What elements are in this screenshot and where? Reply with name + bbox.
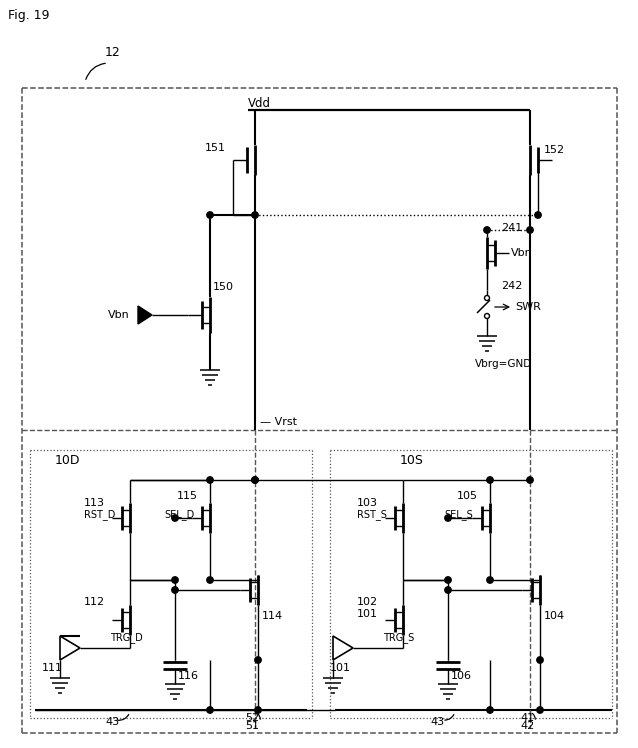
Circle shape	[252, 476, 258, 483]
Circle shape	[252, 476, 258, 483]
Text: 150: 150	[213, 282, 234, 292]
Circle shape	[255, 707, 261, 713]
Text: 41: 41	[520, 713, 534, 723]
Circle shape	[484, 227, 490, 233]
Text: RST_S: RST_S	[357, 509, 387, 521]
Text: 241: 241	[501, 223, 523, 233]
Circle shape	[527, 476, 533, 483]
Text: 42: 42	[520, 721, 534, 731]
Text: 115: 115	[177, 491, 198, 501]
Text: TRG_D: TRG_D	[110, 633, 143, 643]
Text: Fig. 19: Fig. 19	[8, 8, 50, 22]
Text: 116: 116	[178, 671, 199, 681]
Circle shape	[537, 707, 543, 713]
Text: 43: 43	[430, 717, 444, 727]
Circle shape	[172, 586, 178, 593]
Circle shape	[537, 657, 543, 663]
Text: TRG_S: TRG_S	[383, 633, 414, 643]
Text: SEL_D: SEL_D	[164, 509, 194, 521]
Circle shape	[207, 577, 213, 583]
Circle shape	[535, 212, 541, 218]
Text: 51: 51	[245, 721, 259, 731]
Circle shape	[172, 515, 178, 521]
Circle shape	[445, 586, 451, 593]
Circle shape	[207, 212, 213, 218]
Text: 152: 152	[544, 145, 565, 155]
Text: 101: 101	[330, 663, 351, 673]
Circle shape	[487, 577, 493, 583]
Circle shape	[487, 707, 493, 713]
Text: 10S: 10S	[400, 453, 424, 467]
Text: 12: 12	[105, 46, 121, 58]
Circle shape	[445, 515, 451, 521]
Polygon shape	[138, 306, 152, 324]
Text: 104: 104	[544, 611, 565, 621]
Circle shape	[207, 707, 213, 713]
Text: 151: 151	[205, 143, 226, 153]
Text: — Vrst: — Vrst	[260, 417, 297, 427]
Text: 101: 101	[357, 609, 378, 619]
Text: SEL_S: SEL_S	[444, 509, 473, 521]
Text: SWR: SWR	[515, 302, 541, 312]
Text: 105: 105	[457, 491, 478, 501]
Circle shape	[207, 476, 213, 483]
Text: 10D: 10D	[55, 453, 80, 467]
Text: 103: 103	[357, 498, 378, 508]
Text: 242: 242	[501, 281, 523, 291]
Text: 106: 106	[451, 671, 472, 681]
Text: 52: 52	[245, 713, 259, 723]
Circle shape	[487, 476, 493, 483]
Circle shape	[252, 212, 258, 218]
Text: Vdd: Vdd	[248, 96, 271, 109]
Circle shape	[172, 577, 178, 583]
Text: RST_D: RST_D	[84, 509, 115, 521]
Text: Vbrg=GND: Vbrg=GND	[475, 359, 532, 369]
Circle shape	[527, 227, 533, 233]
Text: Vbn: Vbn	[108, 310, 130, 320]
Circle shape	[445, 577, 451, 583]
Text: 112: 112	[84, 597, 105, 607]
Text: 43: 43	[105, 717, 119, 727]
Text: 113: 113	[84, 498, 105, 508]
Text: 114: 114	[262, 611, 283, 621]
Text: 111: 111	[42, 663, 63, 673]
Text: 102: 102	[357, 597, 378, 607]
Circle shape	[255, 657, 261, 663]
Circle shape	[484, 295, 489, 301]
Circle shape	[484, 313, 489, 319]
Text: Vbn: Vbn	[511, 248, 533, 258]
